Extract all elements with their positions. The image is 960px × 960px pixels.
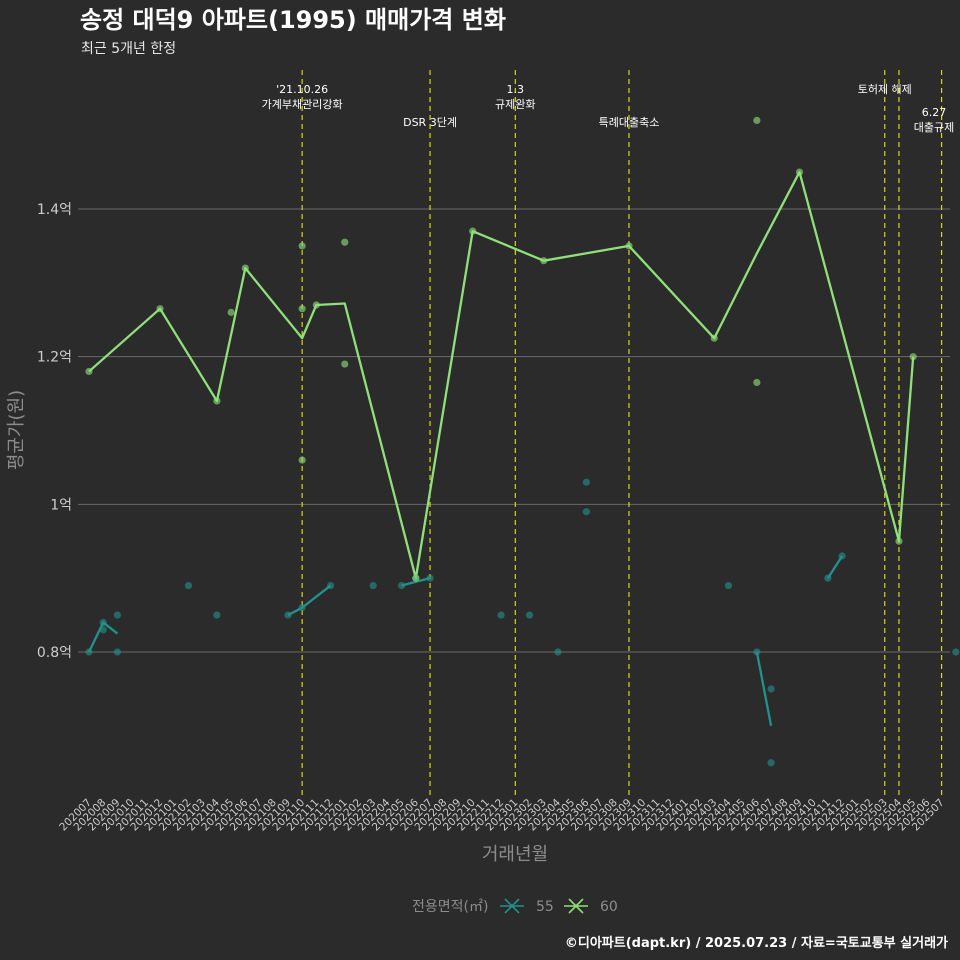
series-60-point <box>312 301 320 309</box>
event-label: 가계부채관리강화 <box>262 98 343 111</box>
x-tick-labels: 2020072020082020092020102020112020122021… <box>57 796 946 833</box>
legend-label: 55 <box>536 899 554 915</box>
series-55-point <box>582 508 590 516</box>
legend: 전용면적(㎡) 55 60 <box>412 898 618 915</box>
series-55-point <box>213 611 221 619</box>
series-points <box>85 116 960 767</box>
chart-title: 송정 대덕9 아파트(1995) 매매가격 변화 <box>80 6 506 34</box>
series-60-point <box>625 242 633 250</box>
series-60-point <box>412 574 420 582</box>
legend-cross <box>504 898 520 914</box>
legend-item-60: 60 <box>564 898 618 915</box>
event-label: 특례대출축소 <box>599 116 660 129</box>
series-60-line <box>88 170 915 580</box>
series-60-point <box>710 334 718 342</box>
legend-label: 60 <box>600 899 618 915</box>
series-lines <box>87 170 915 727</box>
event-label: 규제완화 <box>495 98 535 111</box>
x-axis-title: 거래년월 <box>482 844 548 865</box>
series-60-point <box>298 305 306 313</box>
series-60-point <box>753 116 761 124</box>
series-60-point <box>213 397 221 405</box>
series-55-point <box>952 648 960 656</box>
series-55-point <box>326 581 335 590</box>
series-60-point <box>156 305 164 313</box>
series-55-point <box>398 581 406 590</box>
series-60-point <box>298 242 306 250</box>
event-label: 대출규제 <box>914 121 954 134</box>
series-55-point <box>753 648 761 656</box>
series-55-point <box>298 604 306 612</box>
y-axis-title: 평균가(원) <box>6 390 27 470</box>
series-55-point <box>724 581 733 590</box>
series-55-point <box>99 626 107 634</box>
event-label: DSR 3단계 <box>403 116 457 129</box>
series-60-point <box>753 378 761 387</box>
chart-subtitle: 최근 5개년 한정 <box>81 41 176 57</box>
series-55-point <box>767 759 775 767</box>
series-60-point <box>909 353 917 361</box>
series-55-point <box>525 611 534 619</box>
series-60-point <box>469 227 477 235</box>
series-55-point <box>497 611 505 619</box>
series-60-point <box>341 360 349 368</box>
series-55-line <box>401 577 431 587</box>
series-55-point <box>554 648 562 656</box>
y-gridlines <box>78 208 950 653</box>
y-tick-labels: 0.8억 1억 1.2억 1.4억 <box>37 202 72 661</box>
series-60-point <box>895 537 903 545</box>
series-55-point <box>767 685 775 693</box>
series-55-point <box>426 574 434 582</box>
y-tick-label: 1억 <box>50 497 72 513</box>
legend-item-55: 55 <box>500 898 554 915</box>
series-55-point <box>85 648 93 656</box>
series-60-point <box>227 308 235 316</box>
series-60-point <box>298 456 306 464</box>
series-55-line <box>287 584 332 617</box>
event-label: 1.3 <box>507 83 525 96</box>
series-55-point <box>113 648 122 656</box>
event-label: 토허제 해제 <box>858 82 912 96</box>
series-60-point <box>795 168 804 176</box>
series-55-line <box>755 651 773 727</box>
event-label: 6.27 <box>922 106 947 119</box>
series-60-point <box>341 238 349 246</box>
legend-cross <box>568 898 584 914</box>
series-55-point <box>99 618 107 627</box>
series-55-point <box>824 574 832 582</box>
series-60-point <box>241 264 249 272</box>
series-55-point <box>369 581 377 590</box>
legend-title: 전용면적(㎡) <box>412 899 488 915</box>
series-60-point <box>85 367 93 376</box>
source-caption: ©디아파트(dapt.kr) / 2025.07.23 / 자료=국토교통부 실… <box>565 935 948 951</box>
y-tick-label: 0.8억 <box>37 645 72 661</box>
series-55-point <box>284 611 292 619</box>
series-55-point <box>838 552 846 560</box>
y-tick-label: 1.4억 <box>37 202 72 218</box>
series-55-point <box>113 611 122 619</box>
series-55-line <box>826 555 844 579</box>
series-55-point <box>582 478 590 486</box>
series-60-point <box>540 257 548 265</box>
series-55-point <box>184 581 193 590</box>
event-label: '21.10.26 <box>276 83 328 96</box>
y-tick-label: 1.2억 <box>37 350 72 366</box>
